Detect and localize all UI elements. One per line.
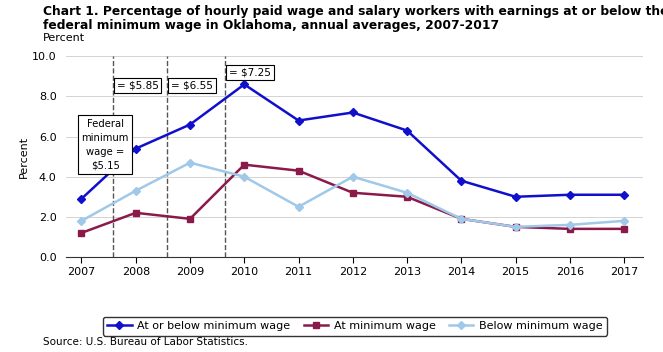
Below minimum wage — [566, 223, 574, 227]
At minimum wage — [294, 169, 302, 173]
Text: Chart 1. Percentage of hourly paid wage and salary workers with earnings at or b: Chart 1. Percentage of hourly paid wage … — [43, 5, 663, 18]
At or below minimum wage — [294, 118, 302, 122]
At minimum wage — [186, 217, 194, 221]
Below minimum wage — [78, 219, 86, 223]
At or below minimum wage — [620, 193, 628, 197]
At or below minimum wage — [186, 122, 194, 127]
Below minimum wage — [294, 205, 302, 209]
Below minimum wage — [457, 217, 465, 221]
Text: = $7.25: = $7.25 — [229, 67, 271, 77]
Text: = $6.55: = $6.55 — [171, 80, 213, 90]
At or below minimum wage — [78, 197, 86, 201]
At or below minimum wage — [132, 146, 140, 151]
Text: Percent: Percent — [43, 33, 86, 43]
At minimum wage — [78, 231, 86, 235]
Line: At minimum wage: At minimum wage — [78, 162, 627, 236]
At minimum wage — [512, 225, 520, 229]
Legend: At or below minimum wage, At minimum wage, Below minimum wage: At or below minimum wage, At minimum wag… — [103, 317, 607, 336]
Text: Source: U.S. Bureau of Labor Statistics.: Source: U.S. Bureau of Labor Statistics. — [43, 337, 248, 347]
At or below minimum wage — [512, 195, 520, 199]
At or below minimum wage — [403, 128, 411, 133]
At or below minimum wage — [240, 82, 248, 87]
At minimum wage — [403, 195, 411, 199]
At or below minimum wage — [457, 178, 465, 183]
Below minimum wage — [349, 175, 357, 179]
At minimum wage — [240, 163, 248, 167]
Below minimum wage — [240, 175, 248, 179]
Line: Below minimum wage: Below minimum wage — [78, 159, 627, 230]
At minimum wage — [566, 227, 574, 231]
At or below minimum wage — [566, 193, 574, 197]
At minimum wage — [457, 217, 465, 221]
Below minimum wage — [186, 161, 194, 165]
Below minimum wage — [512, 225, 520, 229]
Text: federal minimum wage in Oklahoma, annual averages, 2007-2017: federal minimum wage in Oklahoma, annual… — [43, 19, 499, 32]
At minimum wage — [620, 227, 628, 231]
Below minimum wage — [403, 191, 411, 195]
Line: At or below minimum wage: At or below minimum wage — [78, 81, 627, 202]
At minimum wage — [132, 211, 140, 215]
At minimum wage — [349, 191, 357, 195]
Below minimum wage — [132, 189, 140, 193]
At or below minimum wage — [349, 111, 357, 115]
Y-axis label: Percent: Percent — [19, 136, 29, 178]
Text: = $5.85: = $5.85 — [117, 80, 158, 90]
Below minimum wage — [620, 219, 628, 223]
Text: Federal
minimum
wage =
$5.15: Federal minimum wage = $5.15 — [82, 119, 129, 170]
